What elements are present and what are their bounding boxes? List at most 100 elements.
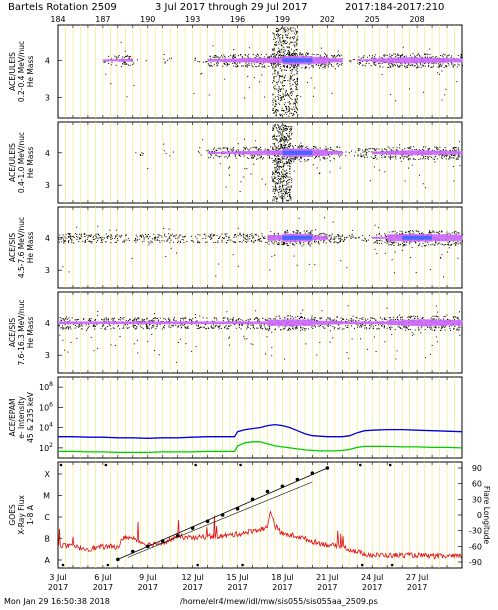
scatter-point	[202, 317, 204, 319]
scatter-point	[183, 319, 185, 321]
scatter-point	[400, 55, 402, 57]
scatter-point	[461, 149, 463, 151]
scatter-point	[450, 56, 452, 58]
scatter-point	[279, 75, 281, 77]
density-band	[432, 57, 437, 63]
density-band	[226, 151, 231, 155]
scatter-point	[280, 44, 282, 46]
scatter-point	[179, 324, 181, 326]
scatter-point	[126, 96, 128, 98]
scatter-point	[104, 61, 106, 63]
scatter-point	[116, 57, 118, 59]
scatter-point	[413, 333, 415, 335]
scatter-point	[117, 239, 119, 241]
scatter-point	[327, 148, 329, 150]
scatter-point	[284, 50, 286, 52]
scatter-point	[256, 146, 258, 148]
scatter-point	[139, 325, 141, 327]
scatter-point	[284, 92, 286, 94]
scatter-point	[281, 137, 283, 139]
scatter-point	[290, 92, 292, 94]
scatter-point	[317, 234, 319, 236]
scatter-point	[433, 231, 435, 233]
scatter-point	[246, 168, 248, 170]
scatter-point	[317, 242, 319, 244]
scatter-point	[143, 237, 145, 239]
scatter-point	[311, 242, 313, 244]
scatter-point	[200, 73, 202, 75]
scatter-point	[228, 325, 230, 327]
scatter-point	[324, 234, 326, 236]
scatter-point	[296, 102, 298, 104]
scatter-point	[97, 225, 99, 227]
scatter-point	[263, 237, 265, 239]
scatter-point	[123, 57, 125, 59]
scatter-point	[419, 243, 421, 245]
scatter-point	[260, 240, 262, 242]
scatter-point	[218, 326, 220, 328]
scatter-point	[271, 331, 273, 333]
scatter-point	[303, 317, 305, 319]
scatter-point	[100, 239, 102, 241]
scatter-point	[433, 318, 435, 320]
scatter-point	[393, 53, 395, 55]
scatter-point	[280, 89, 282, 91]
scatter-point	[285, 40, 287, 42]
scatter-point	[431, 156, 433, 158]
scatter-point	[250, 324, 252, 326]
scatter-point	[217, 56, 219, 58]
scatter-point	[284, 102, 286, 104]
scatter-point	[291, 55, 293, 57]
scatter-point	[441, 154, 443, 156]
scatter-point	[269, 327, 271, 329]
scatter-point	[283, 175, 285, 177]
scatter-point	[282, 192, 284, 194]
scatter-point	[293, 51, 295, 53]
scatter-point	[314, 264, 316, 266]
density-band	[241, 151, 246, 155]
scatter-point	[315, 326, 317, 328]
scatter-point	[287, 186, 289, 188]
density-band	[375, 236, 381, 239]
scatter-point	[253, 63, 255, 65]
scatter-point	[283, 46, 285, 48]
scatter-point	[244, 148, 246, 150]
scatter-point	[419, 56, 421, 58]
scatter-point	[285, 127, 287, 129]
scatter-point	[301, 67, 303, 69]
scatter-point	[275, 189, 277, 191]
scatter-point	[194, 59, 196, 61]
scatter-point	[288, 165, 290, 167]
scatter-point	[67, 318, 69, 320]
scatter-point	[281, 125, 283, 127]
scatter-point	[448, 247, 450, 249]
scatter-point	[290, 161, 292, 163]
scatter-point	[362, 151, 364, 153]
scatter-point	[277, 162, 279, 164]
scatter-point	[197, 60, 199, 62]
scatter-point	[299, 145, 301, 147]
scatter-point	[200, 326, 202, 328]
scatter-point	[281, 37, 283, 39]
scatter-point	[412, 158, 414, 160]
scatter-point	[215, 317, 217, 319]
scatter-point	[458, 311, 460, 313]
scatter-point	[259, 324, 261, 326]
scatter-point	[231, 150, 233, 152]
scatter-point	[364, 150, 366, 152]
scatter-point	[455, 147, 457, 149]
scatter-point	[315, 240, 317, 242]
scatter-point	[415, 149, 417, 151]
scatter-point	[339, 63, 341, 65]
scatter-point	[291, 64, 293, 66]
scatter-point	[452, 147, 454, 149]
scatter-point	[280, 27, 282, 29]
scatter-point	[403, 245, 405, 247]
scatter-point	[67, 232, 69, 234]
scatter-point	[341, 320, 343, 322]
scatter-point	[118, 235, 120, 237]
scatter-point	[294, 46, 296, 48]
scatter-point	[441, 254, 443, 256]
scatter-point	[288, 101, 290, 103]
scatter-point	[216, 65, 218, 67]
